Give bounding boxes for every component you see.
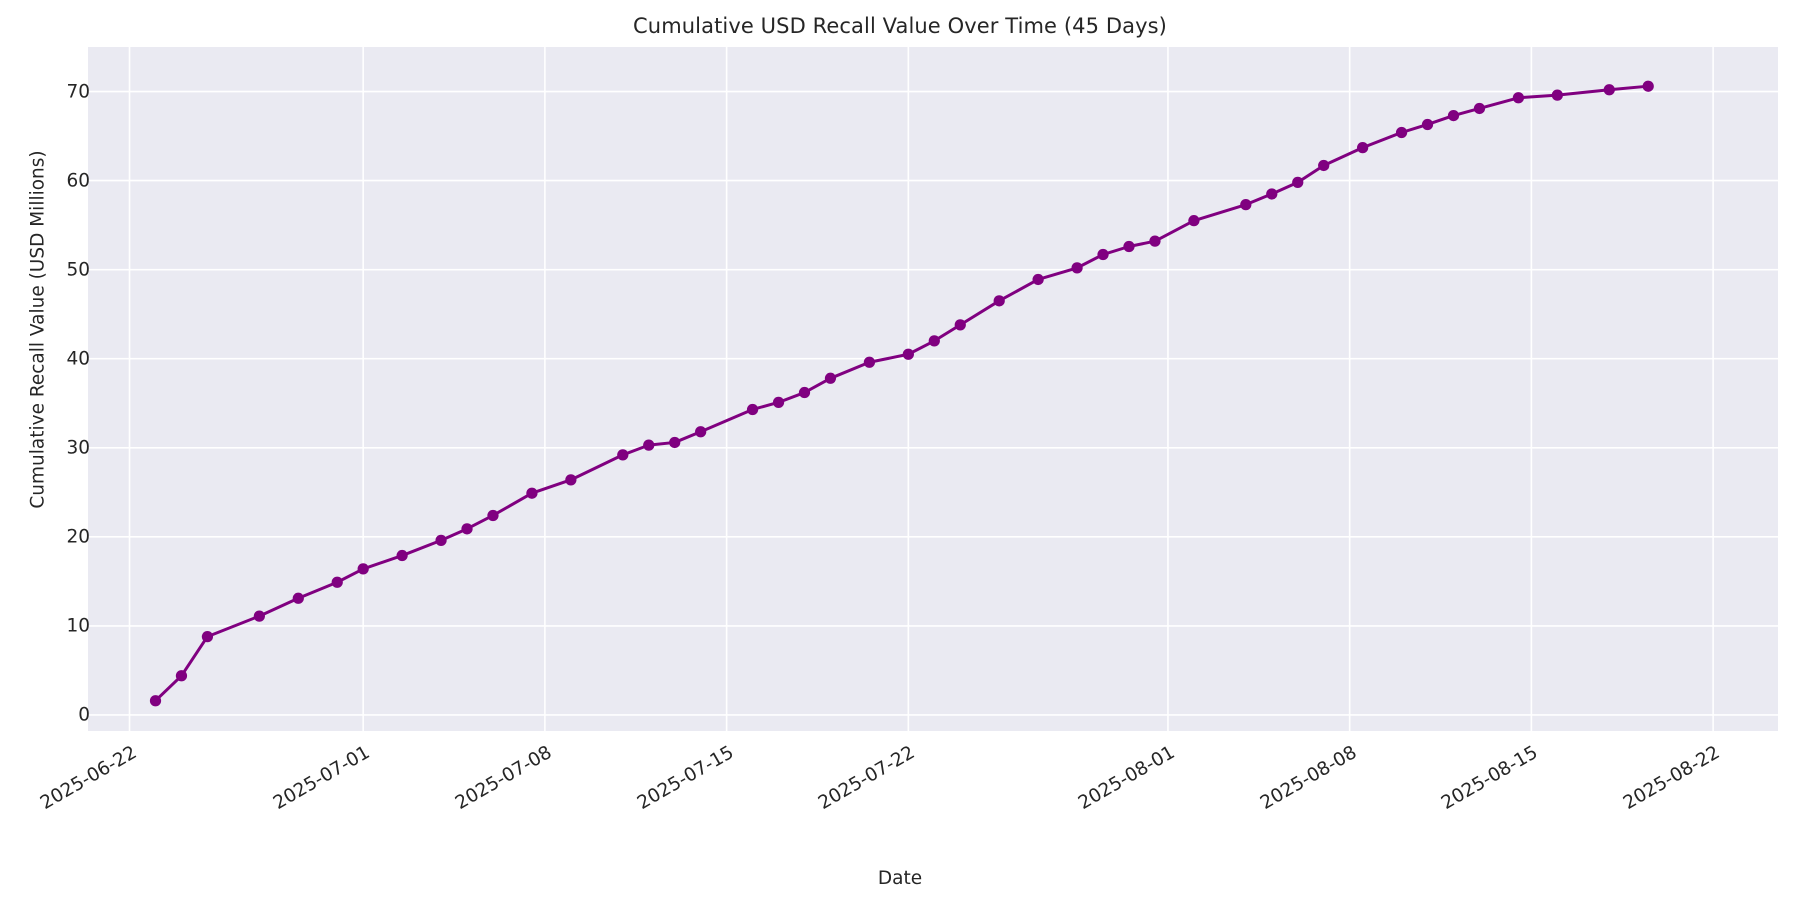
data-point-marker bbox=[1421, 118, 1434, 131]
data-point-marker bbox=[357, 563, 369, 575]
y-axis-label: Cumulative Recall Value (USD Millions) bbox=[27, 150, 49, 509]
data-point-marker bbox=[253, 610, 265, 622]
y-tick-label: 60 bbox=[66, 170, 90, 192]
data-series-layer bbox=[149, 80, 1654, 707]
data-point-marker bbox=[1447, 109, 1460, 122]
x-tick-label: 2025-07-15 bbox=[633, 742, 738, 814]
x-tick-label: 2025-08-08 bbox=[1256, 742, 1361, 814]
data-point-marker bbox=[1123, 240, 1135, 253]
data-point-marker bbox=[526, 487, 538, 499]
data-point-marker bbox=[772, 396, 785, 408]
x-tick-label: 2025-08-22 bbox=[1619, 742, 1724, 814]
data-point-marker bbox=[617, 449, 629, 461]
y-tick-label: 40 bbox=[66, 348, 90, 370]
data-point-marker bbox=[396, 549, 408, 562]
data-point-marker bbox=[1642, 80, 1654, 92]
grid-layer bbox=[88, 47, 1778, 731]
data-point-marker bbox=[175, 670, 188, 682]
data-point-marker bbox=[643, 439, 655, 451]
data-point-marker bbox=[487, 509, 499, 522]
data-point-marker bbox=[669, 436, 681, 449]
y-tick-label: 70 bbox=[66, 81, 90, 103]
data-point-marker bbox=[902, 348, 914, 360]
x-tick-label: 2025-08-15 bbox=[1438, 742, 1542, 814]
x-tick-label: 2025-07-01 bbox=[270, 742, 374, 814]
x-tick-label: 2025-06-22 bbox=[36, 742, 141, 814]
data-point-marker bbox=[1071, 262, 1083, 274]
data-point-marker bbox=[1188, 215, 1200, 227]
data-point-marker bbox=[1032, 273, 1044, 286]
data-point-marker bbox=[149, 695, 162, 707]
data-point-marker bbox=[1318, 159, 1330, 172]
data-point-marker bbox=[954, 319, 966, 331]
data-point-marker bbox=[1512, 92, 1525, 104]
data-point-marker bbox=[331, 576, 343, 588]
x-tick-label: 2025-08-01 bbox=[1074, 742, 1179, 814]
data-point-marker bbox=[292, 592, 304, 604]
data-point-marker bbox=[1292, 176, 1304, 189]
data-point-marker bbox=[993, 295, 1005, 307]
data-point-marker bbox=[1240, 199, 1252, 211]
data-point-marker bbox=[928, 335, 940, 347]
x-axis-label: Date bbox=[877, 868, 923, 889]
data-point-marker bbox=[824, 372, 837, 384]
data-point-marker bbox=[1357, 142, 1369, 154]
x-tick-label: 2025-07-08 bbox=[451, 742, 556, 814]
data-point-marker bbox=[1097, 248, 1109, 261]
y-tick-label: 50 bbox=[66, 259, 90, 281]
data-point-marker bbox=[695, 426, 707, 438]
data-point-marker bbox=[435, 534, 447, 547]
data-point-marker bbox=[201, 630, 214, 643]
x-tick-label: 2025-07-22 bbox=[815, 742, 919, 814]
data-point-marker bbox=[461, 523, 473, 535]
data-point-marker bbox=[1395, 126, 1408, 139]
data-point-marker bbox=[798, 386, 811, 399]
y-tick-label: 20 bbox=[66, 526, 90, 548]
data-point-marker bbox=[1603, 84, 1615, 96]
data-point-marker bbox=[746, 403, 759, 416]
data-point-marker bbox=[1551, 89, 1563, 101]
data-point-marker bbox=[863, 356, 876, 368]
plot-area bbox=[88, 47, 1778, 731]
data-point-marker bbox=[1266, 188, 1278, 200]
data-point-marker bbox=[1473, 102, 1486, 115]
data-line bbox=[154, 84, 1650, 703]
y-tick-label: 0 bbox=[78, 704, 90, 726]
data-point-marker bbox=[1149, 235, 1161, 247]
data-point-marker bbox=[565, 474, 577, 486]
y-tick-label: 30 bbox=[66, 437, 90, 459]
y-tick-label: 10 bbox=[66, 615, 90, 637]
chart-title: Cumulative USD Recall Value Over Time (4… bbox=[633, 14, 1167, 38]
